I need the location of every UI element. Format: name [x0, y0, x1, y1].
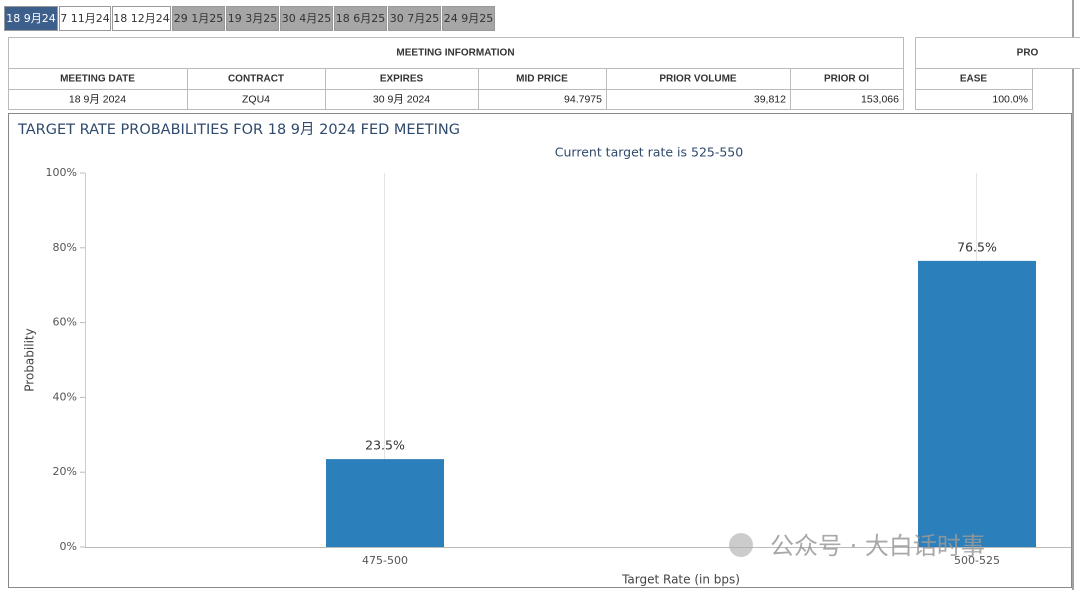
tab	[388, 6, 441, 31]
data-label: 23.5%	[365, 438, 405, 453]
chart: TARGET RATE PROBABILITIES FOR 18 9月 2024…	[17, 122, 1071, 587]
tab-label: 29 1月25	[174, 12, 224, 25]
column-header: MID PRICE	[516, 74, 568, 85]
column-header: EXPIRES	[380, 74, 424, 85]
bar	[326, 459, 444, 547]
tab	[172, 6, 225, 31]
tab	[226, 6, 279, 31]
chart-title: TARGET RATE PROBABILITIES FOR 18 9月 2024…	[17, 122, 460, 138]
tab	[280, 6, 333, 31]
table-title-cell	[915, 37, 1080, 69]
tab	[442, 6, 495, 31]
x-tick-label: 475-500	[362, 554, 408, 567]
chart-subtitle: Current target rate is 525-550	[555, 145, 743, 160]
tab-label: 30 7月25	[390, 12, 440, 25]
cell	[915, 89, 1033, 110]
table-title: PRO	[1017, 48, 1039, 59]
tab-label: 18 6月25	[336, 12, 386, 25]
y-tick-label: 100%	[46, 166, 77, 179]
y-tick-label: 40%	[53, 390, 77, 403]
cell-text: 18 9月 2024	[69, 93, 126, 105]
tab[interactable]	[112, 6, 171, 31]
tab-label: 30 4月25	[282, 12, 332, 25]
x-tick-label: 500-525	[954, 554, 1000, 567]
y-tick-label: 60%	[53, 316, 77, 329]
tab-label[interactable]: 7 11月24	[60, 12, 110, 25]
table-title-cell	[8, 37, 904, 69]
tab-label: 24 9月25	[444, 12, 494, 25]
column-header: MEETING DATE	[60, 74, 135, 85]
cell-text: ZQU4	[242, 93, 270, 105]
cell-text: 30 9月 2024	[373, 93, 430, 105]
tab-label: 19 3月25	[228, 12, 278, 25]
column-header: CONTRACT	[228, 74, 284, 85]
bar	[918, 260, 1036, 547]
cell	[790, 89, 904, 110]
watermark-icon	[729, 533, 753, 557]
watermark: 公众号 · 大白话时事	[770, 532, 985, 560]
cell-text: 100.0%	[992, 93, 1028, 105]
y-tick-label: 0%	[60, 540, 77, 553]
table: MEETING INFORMATION MEETING DATE CONTRACT E…	[8, 37, 904, 110]
y-axis-label: Probability	[23, 328, 37, 391]
y-tick-label: 80%	[53, 241, 77, 254]
chart-panel	[8, 113, 1072, 588]
column-header: EASE	[960, 74, 988, 85]
cell-text: 39,812	[754, 93, 786, 105]
data-label: 76.5%	[957, 239, 997, 254]
table: PRO EASE 100.0%	[915, 37, 1080, 110]
tab-label[interactable]: 18 9月24	[6, 12, 56, 25]
y-tick-label: 20%	[53, 465, 77, 478]
tab[interactable]	[4, 6, 58, 31]
tab-label[interactable]: 18 12月24	[113, 12, 170, 25]
cell-text: 94.7975	[564, 93, 602, 105]
cell-text: 153,066	[861, 93, 899, 105]
tab[interactable]	[59, 6, 111, 31]
table-title: MEETING INFORMATION	[396, 48, 514, 59]
column-header: PRIOR OI	[824, 74, 869, 85]
column-header: PRIOR VOLUME	[659, 74, 737, 85]
x-axis-label: Target Rate (in bps)	[621, 573, 740, 587]
tab	[334, 6, 387, 31]
